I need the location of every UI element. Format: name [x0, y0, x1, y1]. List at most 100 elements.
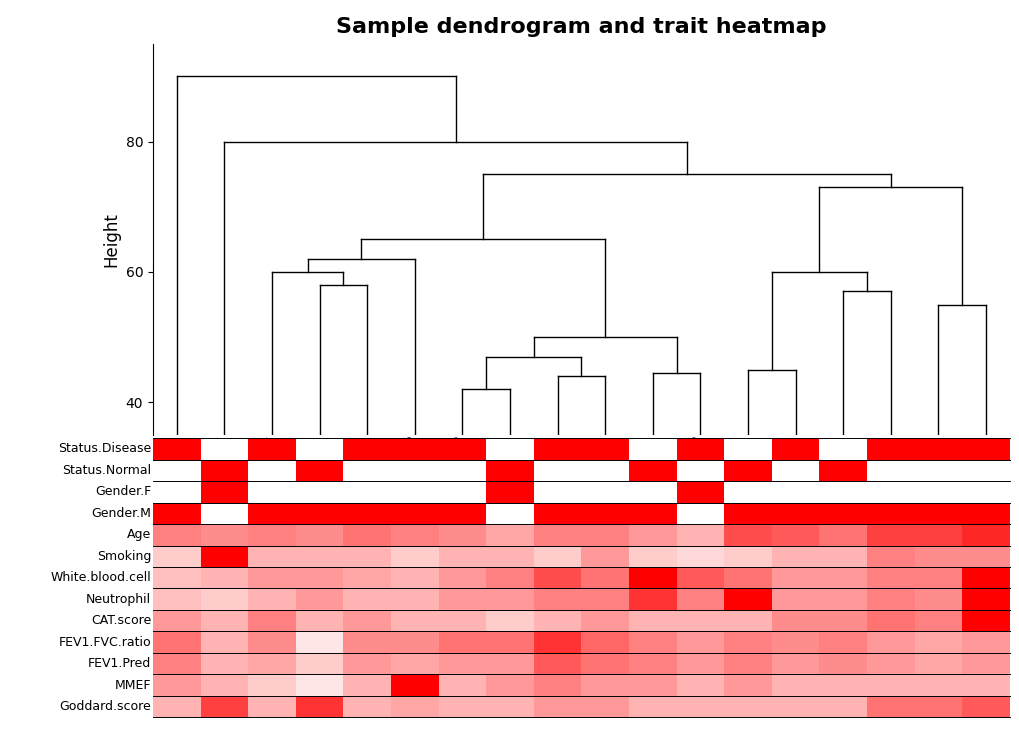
Bar	[248, 524, 296, 545]
Text: Smoking: Smoking	[97, 550, 151, 563]
Text: N28R5: N28R5	[735, 435, 747, 474]
Bar	[771, 545, 818, 567]
Bar	[533, 653, 581, 674]
Bar	[533, 632, 581, 653]
Bar	[533, 674, 581, 696]
Bar	[533, 438, 581, 460]
Bar	[676, 438, 723, 460]
Bar	[153, 545, 201, 567]
Bar	[723, 610, 771, 632]
Bar	[581, 503, 629, 524]
Bar	[914, 524, 961, 545]
Bar	[533, 545, 581, 567]
Text: FEV1.Pred: FEV1.Pred	[88, 657, 151, 671]
Text: S41R4: S41R4	[259, 435, 272, 473]
Bar	[201, 503, 248, 524]
Bar	[248, 696, 296, 717]
Bar	[438, 674, 486, 696]
Text: S35R2: S35R2	[924, 435, 937, 473]
Bar	[771, 567, 818, 589]
Bar	[771, 589, 818, 610]
Text: Gender.F: Gender.F	[95, 485, 151, 498]
Bar	[201, 674, 248, 696]
Bar	[914, 589, 961, 610]
Bar	[296, 567, 343, 589]
Bar	[533, 696, 581, 717]
Bar	[723, 438, 771, 460]
Bar	[201, 524, 248, 545]
Bar	[914, 438, 961, 460]
Bar	[818, 696, 866, 717]
Bar	[343, 567, 390, 589]
Bar	[153, 610, 201, 632]
Bar	[390, 696, 438, 717]
Bar	[581, 460, 629, 481]
Bar	[723, 632, 771, 653]
Bar	[438, 524, 486, 545]
Bar	[248, 632, 296, 653]
Bar	[914, 481, 961, 503]
Bar	[723, 674, 771, 696]
Bar	[676, 503, 723, 524]
Bar	[818, 545, 866, 567]
Bar	[961, 524, 1009, 545]
Bar	[486, 610, 533, 632]
Bar	[438, 632, 486, 653]
Bar	[961, 503, 1009, 524]
Bar	[343, 632, 390, 653]
Text: S23R2: S23R2	[877, 435, 890, 473]
Bar	[390, 632, 438, 653]
Bar	[153, 674, 201, 696]
Bar	[866, 524, 914, 545]
Bar	[486, 481, 533, 503]
Bar	[818, 632, 866, 653]
Bar	[629, 589, 676, 610]
Bar	[486, 696, 533, 717]
Bar	[581, 653, 629, 674]
Bar	[676, 653, 723, 674]
Bar	[581, 589, 629, 610]
Bar	[390, 545, 438, 567]
Bar	[818, 524, 866, 545]
Bar	[438, 545, 486, 567]
Bar	[153, 524, 201, 545]
Bar	[723, 460, 771, 481]
Text: Status.Disease: Status.Disease	[58, 442, 151, 455]
Bar	[390, 438, 438, 460]
Bar	[296, 589, 343, 610]
Bar	[723, 545, 771, 567]
Bar	[676, 460, 723, 481]
Bar	[248, 545, 296, 567]
Bar	[201, 696, 248, 717]
Bar	[486, 632, 533, 653]
Text: Age: Age	[127, 529, 151, 541]
Y-axis label: Height: Height	[102, 212, 120, 266]
Bar	[866, 696, 914, 717]
Bar	[296, 460, 343, 481]
Text: S36R6: S36R6	[972, 435, 985, 473]
Bar	[866, 610, 914, 632]
Bar	[723, 696, 771, 717]
Bar	[914, 674, 961, 696]
Bar	[296, 653, 343, 674]
Bar	[486, 545, 533, 567]
Bar	[201, 653, 248, 674]
Bar	[438, 503, 486, 524]
Bar	[248, 460, 296, 481]
Bar	[723, 653, 771, 674]
Text: S20R6: S20R6	[211, 435, 224, 473]
Bar	[201, 610, 248, 632]
Bar	[201, 632, 248, 653]
Bar	[581, 674, 629, 696]
Bar	[961, 632, 1009, 653]
Bar	[771, 696, 818, 717]
Bar	[201, 589, 248, 610]
Bar	[961, 674, 1009, 696]
Bar	[961, 610, 1009, 632]
Bar	[629, 567, 676, 589]
Text: Gender.M: Gender.M	[92, 507, 151, 520]
Bar	[153, 653, 201, 674]
Bar	[866, 481, 914, 503]
Bar	[676, 524, 723, 545]
Bar	[961, 653, 1009, 674]
